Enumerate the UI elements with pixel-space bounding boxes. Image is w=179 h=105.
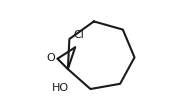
Text: O: O xyxy=(46,53,55,63)
Text: Cl: Cl xyxy=(74,30,85,40)
Text: HO: HO xyxy=(52,83,69,93)
